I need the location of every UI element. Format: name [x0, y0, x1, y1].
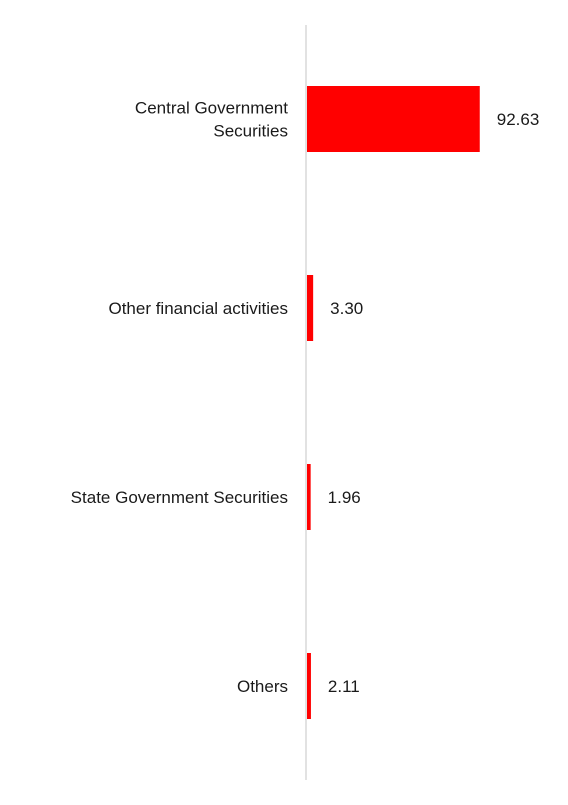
bar — [307, 464, 311, 530]
labels-layer: 92.63 Central Government Securities 3.30 Oth… — [71, 99, 540, 697]
bar — [307, 86, 480, 152]
category-label: State Government Securities — [71, 488, 288, 507]
category-label-line: Other financial activities — [108, 299, 288, 318]
data-label: 1.96 — [328, 488, 361, 507]
category-label-line: Central Government — [135, 99, 288, 118]
category-label-line: Securities — [213, 122, 288, 141]
category-label: Others — [237, 677, 288, 696]
category-label-line: State Government Securities — [71, 488, 288, 507]
category-label: Central Government Securities — [135, 99, 288, 141]
bars-layer — [307, 86, 480, 719]
data-label: 92.63 — [497, 110, 540, 129]
data-label: 3.30 — [330, 299, 363, 318]
bar — [307, 275, 314, 341]
category-label: Other financial activities — [108, 299, 288, 318]
data-label: 2.11 — [328, 677, 360, 696]
bar — [307, 653, 311, 719]
category-label-line: Others — [237, 677, 288, 696]
